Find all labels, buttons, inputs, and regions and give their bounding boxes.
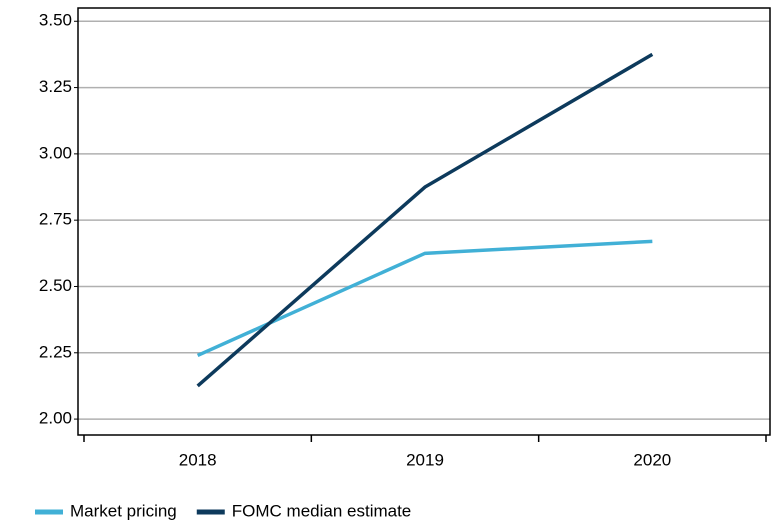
y-tick-label: 2.25	[39, 342, 72, 361]
legend-label: FOMC median estimate	[232, 501, 412, 520]
x-tick-label: 2018	[179, 450, 217, 469]
y-tick-label: 3.00	[39, 143, 72, 162]
series-line	[196, 239, 653, 358]
y-tick-label: 3.50	[39, 11, 72, 30]
y-tick-label: 2.75	[39, 210, 72, 229]
x-tick-label: 2019	[406, 450, 444, 469]
legend-label: Market pricing	[70, 501, 177, 520]
x-tick-label: 2020	[633, 450, 671, 469]
series-line	[196, 52, 654, 388]
y-tick-label: 2.50	[39, 276, 72, 295]
y-tick-label: 2.00	[39, 409, 72, 428]
plot-frame	[77, 7, 771, 436]
y-tick-label: 3.25	[39, 77, 72, 96]
